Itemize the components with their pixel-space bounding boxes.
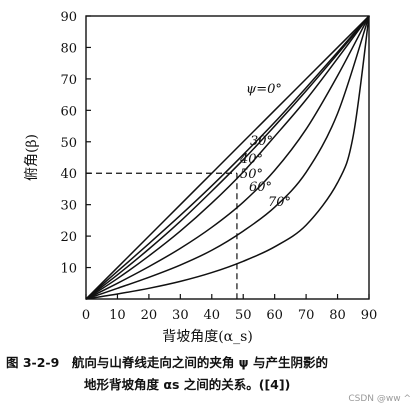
caption-line-2: 地形背坡角度 αs 之间的关系。([4]) xyxy=(84,377,291,392)
x-tick-label: 80 xyxy=(329,308,346,323)
y-tick-label: 10 xyxy=(60,262,77,277)
x-tick-label: 10 xyxy=(109,308,126,323)
x-tick-label: 20 xyxy=(141,308,158,323)
reference-lines xyxy=(86,172,238,299)
y-tick-label: 40 xyxy=(60,167,77,182)
y-tick-label: 80 xyxy=(60,41,77,56)
axes xyxy=(85,15,370,300)
x-tick-label: 50 xyxy=(235,308,252,323)
y-tick-label: 60 xyxy=(60,104,77,119)
curve-label-0: ψ=0° xyxy=(246,82,282,97)
labels: 0 10 20 30 40 50 60 70 80 90 10 20 30 40 50 60 70 80 90 背坡角… xyxy=(24,10,377,345)
caption-line-1: 图 3-2-9 航向与山脊线走向之间的夹角 ψ 与产生阴影的 xyxy=(6,355,328,370)
curve-2 xyxy=(85,15,370,300)
curve-3 xyxy=(85,15,370,300)
curve-label-2: 40° xyxy=(239,152,263,167)
x-tick-label: 70 xyxy=(298,308,315,323)
curve-4 xyxy=(85,15,370,300)
x-tick-label: 30 xyxy=(172,308,189,323)
curve-label-5: 70° xyxy=(268,195,291,210)
x-tick-label: 60 xyxy=(266,308,283,323)
y-tick-label: 20 xyxy=(60,230,77,245)
x-tick-label: 90 xyxy=(361,308,378,323)
curve-label-3: 50° xyxy=(240,167,263,182)
curves xyxy=(85,15,370,300)
chart: 0 10 20 30 40 50 60 70 80 90 10 20 30 40 50 60 70 80 90 背坡角… xyxy=(24,10,377,345)
y-axis-label: 俯角(β) xyxy=(24,134,40,181)
x-axis-label: 背坡角度(α_s) xyxy=(162,329,253,345)
curve-label-4: 60° xyxy=(249,180,272,195)
plot-frame xyxy=(85,15,370,300)
watermark: CSDN @ww ^ xyxy=(348,394,411,404)
y-tick-label: 90 xyxy=(60,10,77,25)
y-tick-label: 30 xyxy=(60,199,77,214)
x-tick-label: 0 xyxy=(82,308,90,323)
curve-label-1: 30° xyxy=(250,134,273,149)
curve-1 xyxy=(85,15,370,300)
y-tick-label: 50 xyxy=(60,136,77,151)
curve-6 xyxy=(85,15,370,300)
y-tick-label: 70 xyxy=(60,73,77,88)
x-tick-label: 40 xyxy=(204,308,221,323)
curve-0 xyxy=(85,15,370,300)
curve-5 xyxy=(85,15,370,300)
